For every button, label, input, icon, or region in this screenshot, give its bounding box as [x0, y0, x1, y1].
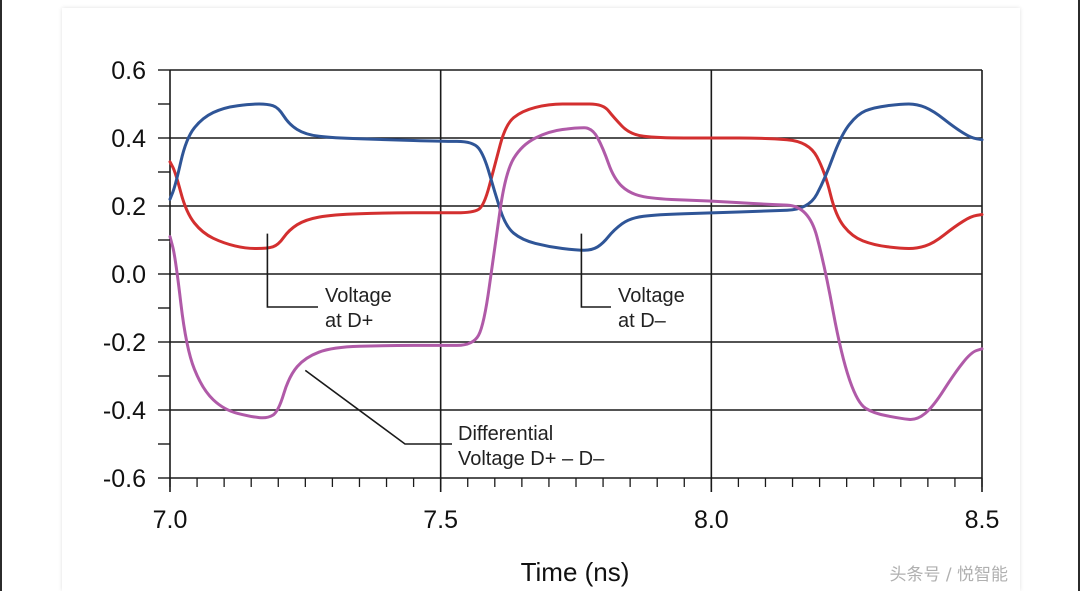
x-tick-label: 8.0 — [694, 506, 729, 534]
series-line-1 — [168, 102, 984, 252]
y-tick-label: -0.6 — [103, 465, 146, 493]
annotation-label: at D– — [618, 310, 667, 332]
annotation-label: Voltage D+ – D– — [458, 448, 605, 470]
y-tick-label: -0.4 — [103, 397, 146, 425]
series-layer — [168, 102, 984, 421]
series-line-0 — [168, 102, 984, 250]
y-tick-label: 0.6 — [111, 57, 146, 85]
y-tick-label: 0.4 — [111, 125, 146, 153]
x-tick-label: 7.0 — [153, 506, 188, 534]
y-tick-label: -0.2 — [103, 329, 146, 357]
annotation-leader — [304, 369, 452, 445]
x-tick-label: 8.5 — [965, 506, 1000, 534]
annotation-leader — [266, 233, 318, 308]
x-axis-title: Time (ns) — [521, 557, 630, 587]
annotation-label: Voltage — [618, 285, 685, 307]
watermark-text: 头条号 / 悦智能 — [889, 565, 1008, 585]
screen-edge-left — [0, 0, 2, 591]
annotation-layer: Voltage at D+ Voltage at D– Differential Volt… — [266, 233, 685, 470]
y-tick-label: 0.2 — [111, 193, 146, 221]
annotation-leader — [580, 233, 611, 308]
screen-edge-right — [1078, 0, 1080, 591]
annotation-label: at D+ — [325, 310, 373, 332]
grid-layer — [169, 69, 983, 479]
x-tick-label: 7.5 — [423, 506, 458, 534]
annotation-label: Differential — [458, 423, 553, 445]
y-tick-label: 0.0 — [111, 261, 146, 289]
series-line-2 — [168, 126, 984, 421]
annotation-label: Voltage — [325, 285, 392, 307]
axis-layer: 0.6 0.4 0.2 0.0 -0.2 -0.4 -0.67.0 7.5 8.0 8.5 — [103, 57, 999, 534]
